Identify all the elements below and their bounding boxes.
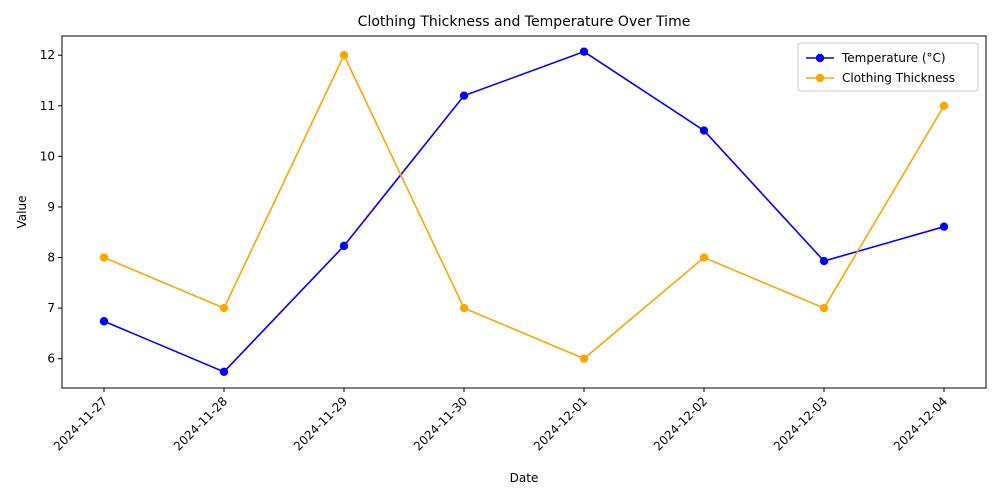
series-1-point bbox=[819, 303, 829, 313]
series-0-point bbox=[219, 367, 229, 377]
y-tick-label: 7 bbox=[47, 301, 55, 315]
series-0-point bbox=[459, 91, 469, 100]
y-axis: 6 7 8 9 10 11 12 bbox=[40, 48, 62, 366]
y-tick-label: 8 bbox=[47, 251, 55, 265]
legend-swatch-marker bbox=[815, 53, 825, 63]
legend-label: Temperature (°C) bbox=[841, 51, 946, 65]
series-1-point bbox=[579, 354, 589, 363]
series-0-point bbox=[99, 317, 109, 326]
legend: Temperature (°C) Clothing Thickness bbox=[797, 42, 979, 92]
legend-label: Clothing Thickness bbox=[842, 71, 955, 85]
series-line-1 bbox=[103, 53, 945, 360]
legend-box bbox=[797, 42, 979, 92]
x-axis-label: Date bbox=[510, 471, 539, 485]
series-0-point bbox=[819, 256, 829, 266]
chart-title: Clothing Thickness and Temperature Over … bbox=[358, 14, 691, 30]
series-1-point bbox=[939, 101, 949, 110]
plot-frame bbox=[61, 35, 987, 389]
series-line-0 bbox=[103, 50, 945, 373]
plot-area bbox=[99, 47, 949, 377]
series-1-point bbox=[99, 253, 109, 262]
series-0-point bbox=[339, 241, 349, 251]
series-0-point bbox=[939, 222, 949, 231]
y-tick-label: 9 bbox=[47, 200, 55, 214]
y-tick-label: 10 bbox=[40, 149, 55, 163]
series-1-point bbox=[219, 303, 229, 313]
series-0-point bbox=[579, 47, 589, 56]
y-axis-label: Value bbox=[15, 196, 29, 229]
y-tick-label: 11 bbox=[40, 99, 55, 113]
series-1-point bbox=[699, 253, 709, 262]
series-1-point bbox=[339, 51, 349, 60]
legend-swatch-marker bbox=[815, 73, 825, 83]
y-tick-label: 6 bbox=[47, 352, 55, 366]
y-tick-label: 12 bbox=[40, 48, 55, 62]
series-1-point bbox=[459, 303, 469, 313]
series-0-point bbox=[699, 126, 709, 135]
